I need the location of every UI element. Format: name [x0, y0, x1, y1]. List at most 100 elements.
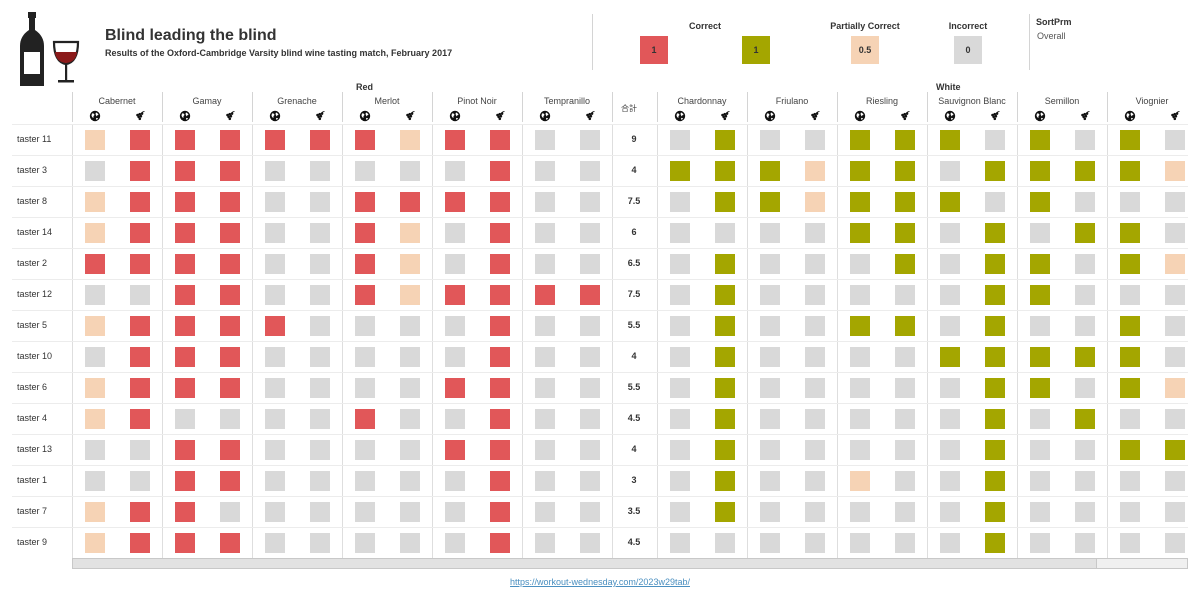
result-cell-white[interactable] — [670, 502, 690, 522]
result-cell-white[interactable] — [670, 409, 690, 429]
result-cell-red[interactable] — [400, 409, 420, 429]
result-cell-white[interactable] — [760, 440, 780, 460]
result-cell-white[interactable] — [805, 161, 825, 181]
result-cell-red[interactable] — [310, 316, 330, 336]
result-cell-red[interactable] — [310, 471, 330, 491]
result-cell-white[interactable] — [1075, 192, 1095, 212]
result-cell-red[interactable] — [310, 347, 330, 367]
result-cell-red[interactable] — [130, 378, 150, 398]
result-cell-red[interactable] — [535, 316, 555, 336]
result-cell-white[interactable] — [715, 223, 735, 243]
result-cell-red[interactable] — [490, 223, 510, 243]
result-cell-red[interactable] — [490, 409, 510, 429]
row-label-taster[interactable]: taster 13 — [17, 444, 53, 454]
result-cell-white[interactable] — [850, 409, 870, 429]
result-cell-red[interactable] — [580, 347, 600, 367]
sort-param-value[interactable]: Overall — [1037, 31, 1066, 41]
result-cell-white[interactable] — [1120, 440, 1140, 460]
result-cell-red[interactable] — [220, 502, 240, 522]
result-cell-red[interactable] — [490, 378, 510, 398]
result-cell-white[interactable] — [1165, 285, 1185, 305]
result-cell-white[interactable] — [715, 161, 735, 181]
result-cell-white[interactable] — [1030, 471, 1050, 491]
result-cell-red[interactable] — [355, 502, 375, 522]
result-cell-red[interactable] — [580, 192, 600, 212]
result-cell-red[interactable] — [265, 192, 285, 212]
result-cell-red[interactable] — [175, 409, 195, 429]
result-cell-white[interactable] — [715, 254, 735, 274]
result-cell-white[interactable] — [850, 502, 870, 522]
result-cell-red[interactable] — [85, 316, 105, 336]
result-cell-red[interactable] — [130, 223, 150, 243]
result-cell-red[interactable] — [220, 223, 240, 243]
column-header-chardonnay[interactable]: Chardonnay — [677, 96, 727, 106]
result-cell-red[interactable] — [175, 161, 195, 181]
result-cell-red[interactable] — [490, 192, 510, 212]
result-cell-white[interactable] — [1120, 502, 1140, 522]
result-cell-red[interactable] — [85, 254, 105, 274]
result-cell-red[interactable] — [130, 409, 150, 429]
result-cell-red[interactable] — [490, 316, 510, 336]
result-cell-red[interactable] — [445, 533, 465, 553]
column-header-tempranillo[interactable]: Tempranillo — [543, 96, 591, 106]
result-cell-red[interactable] — [265, 316, 285, 336]
result-cell-white[interactable] — [805, 316, 825, 336]
result-cell-white[interactable] — [1075, 409, 1095, 429]
result-cell-white[interactable] — [1030, 316, 1050, 336]
result-cell-white[interactable] — [940, 223, 960, 243]
row-label-taster[interactable]: taster 4 — [17, 413, 48, 423]
result-cell-red[interactable] — [85, 130, 105, 150]
result-cell-white[interactable] — [1075, 378, 1095, 398]
result-cell-white[interactable] — [760, 192, 780, 212]
result-cell-white[interactable] — [1165, 130, 1185, 150]
result-cell-red[interactable] — [490, 161, 510, 181]
result-cell-red[interactable] — [400, 347, 420, 367]
result-cell-red[interactable] — [535, 161, 555, 181]
result-cell-white[interactable] — [1120, 192, 1140, 212]
footer-link[interactable]: https://workout-wednesday.com/2023w29tab… — [510, 577, 690, 587]
result-cell-white[interactable] — [715, 347, 735, 367]
column-header-gamay[interactable]: Gamay — [192, 96, 222, 106]
result-cell-red[interactable] — [400, 161, 420, 181]
result-cell-white[interactable] — [940, 502, 960, 522]
result-cell-red[interactable] — [355, 161, 375, 181]
result-cell-white[interactable] — [985, 440, 1005, 460]
result-cell-red[interactable] — [355, 347, 375, 367]
result-cell-white[interactable] — [940, 254, 960, 274]
result-cell-white[interactable] — [805, 285, 825, 305]
legend-correct-white-swatch[interactable]: 1 — [742, 36, 770, 64]
result-cell-white[interactable] — [1075, 502, 1095, 522]
column-header-grenache[interactable]: Grenache — [277, 96, 317, 106]
result-cell-white[interactable] — [940, 161, 960, 181]
result-cell-red[interactable] — [490, 347, 510, 367]
row-label-taster[interactable]: taster 8 — [17, 196, 48, 206]
result-cell-white[interactable] — [1030, 533, 1050, 553]
result-cell-white[interactable] — [1120, 161, 1140, 181]
result-cell-white[interactable] — [1075, 161, 1095, 181]
result-cell-red[interactable] — [265, 440, 285, 460]
result-cell-white[interactable] — [895, 471, 915, 491]
result-cell-red[interactable] — [265, 223, 285, 243]
result-cell-red[interactable] — [355, 285, 375, 305]
result-cell-white[interactable] — [850, 161, 870, 181]
result-cell-red[interactable] — [130, 502, 150, 522]
result-cell-red[interactable] — [130, 130, 150, 150]
result-cell-red[interactable] — [175, 471, 195, 491]
result-cell-white[interactable] — [805, 409, 825, 429]
result-cell-red[interactable] — [220, 533, 240, 553]
result-cell-red[interactable] — [400, 378, 420, 398]
result-cell-white[interactable] — [940, 409, 960, 429]
row-label-taster[interactable]: taster 1 — [17, 475, 48, 485]
result-cell-red[interactable] — [265, 378, 285, 398]
result-cell-white[interactable] — [1120, 347, 1140, 367]
result-cell-red[interactable] — [400, 254, 420, 274]
result-cell-red[interactable] — [580, 161, 600, 181]
result-cell-red[interactable] — [265, 130, 285, 150]
result-cell-red[interactable] — [445, 316, 465, 336]
result-cell-red[interactable] — [130, 347, 150, 367]
result-cell-red[interactable] — [355, 254, 375, 274]
result-cell-red[interactable] — [535, 347, 555, 367]
result-cell-white[interactable] — [985, 316, 1005, 336]
result-cell-white[interactable] — [1120, 471, 1140, 491]
result-cell-red[interactable] — [580, 316, 600, 336]
